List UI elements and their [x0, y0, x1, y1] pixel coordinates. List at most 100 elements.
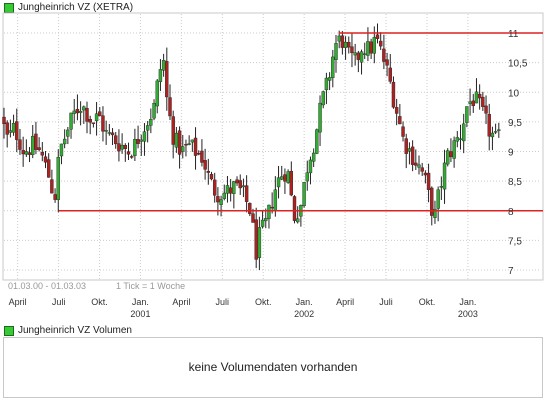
- date-range-footnote: 01.03.00 - 01.03.03: [8, 281, 86, 291]
- candle-up: [142, 131, 147, 142]
- y-tick-label: 9: [508, 148, 514, 159]
- candle-up: [260, 219, 265, 227]
- candle-up: [493, 131, 498, 133]
- y-axis-ticks: 7 7,5 8 8,5 9 9,5 10 10,5 11: [508, 29, 528, 277]
- candle-down: [369, 41, 373, 54]
- no-volume-message: keine Volumendaten vorhanden: [188, 360, 358, 374]
- candle-up: [267, 204, 271, 219]
- candle-down: [110, 132, 115, 136]
- candle-down: [254, 219, 258, 260]
- candle-up: [465, 106, 469, 123]
- candle-down: [50, 179, 54, 194]
- candle-down: [184, 144, 188, 146]
- candle-down: [75, 108, 80, 114]
- candle-up: [69, 112, 73, 130]
- candle-up: [433, 208, 437, 218]
- candle-down: [289, 170, 294, 196]
- candle-up: [133, 138, 137, 156]
- candle-down: [385, 59, 389, 66]
- candle-down: [398, 116, 402, 125]
- candle-up: [337, 35, 341, 42]
- candle-up: [59, 143, 64, 157]
- x-tick-label: Okt.: [255, 297, 272, 307]
- candle-up: [72, 110, 76, 114]
- candle-up: [219, 199, 223, 205]
- candle-up: [107, 132, 112, 134]
- x-year-label: 2003: [458, 309, 478, 319]
- candle-down: [168, 97, 172, 117]
- candle-up: [257, 227, 262, 258]
- candle-down: [423, 172, 428, 176]
- candle-up: [308, 159, 313, 174]
- candle-up: [436, 189, 440, 209]
- candle-down: [292, 196, 297, 221]
- candle-up: [446, 150, 450, 165]
- y-tick-label: 7: [508, 266, 514, 277]
- candle-up: [318, 102, 322, 133]
- candle-down: [410, 146, 415, 165]
- candle-down: [193, 137, 198, 156]
- candle-down: [53, 194, 57, 200]
- candle-down: [228, 187, 233, 194]
- candle-up: [187, 143, 191, 145]
- y-tick-label: 10: [508, 88, 520, 99]
- candle-down: [27, 152, 32, 155]
- candle-up: [324, 77, 329, 91]
- candle-up: [417, 164, 421, 168]
- candle-down: [420, 167, 424, 172]
- price-legend: Jungheinrich VZ (XETRA): [4, 2, 133, 13]
- y-tick-label: 9,5: [508, 118, 522, 129]
- candle-down: [101, 115, 105, 132]
- candle-down: [2, 116, 6, 125]
- candle-down: [91, 122, 96, 124]
- candle-up: [458, 138, 463, 140]
- candle-down: [212, 179, 217, 196]
- candle-down: [244, 185, 249, 202]
- candle-down: [5, 122, 9, 135]
- price-chart: 7 7,5 8 8,5 9 9,5 10 10,5 11 April Juli Okt. Jan. 20…: [2, 12, 544, 319]
- candle-down: [15, 121, 19, 140]
- candle-up: [439, 186, 444, 188]
- candle-down: [85, 108, 89, 122]
- candle-up: [442, 162, 447, 190]
- candle-down: [270, 206, 274, 209]
- candle-down: [391, 81, 396, 108]
- candle-down: [449, 151, 453, 158]
- candle-down: [235, 179, 239, 184]
- candle-up: [94, 113, 99, 122]
- volume-legend-label: Jungheinrich VZ Volumen: [18, 325, 132, 336]
- candle-up: [232, 181, 236, 194]
- candle-up: [343, 41, 348, 48]
- candle-up: [327, 77, 332, 81]
- x-tick-label: April: [172, 297, 190, 307]
- candle-up: [222, 192, 226, 199]
- candle-down: [414, 162, 418, 166]
- candle-up: [331, 56, 335, 78]
- candle-down: [426, 172, 431, 191]
- x-tick-label: Juli: [379, 297, 393, 307]
- candle-up: [181, 146, 185, 152]
- candle-down: [471, 100, 475, 107]
- x-tick-label: Jan.: [132, 297, 149, 307]
- candle-up: [407, 148, 412, 152]
- x-tick-label: April: [336, 297, 354, 307]
- candle-up: [302, 182, 306, 207]
- candle-down: [200, 150, 204, 163]
- candle-down: [216, 196, 220, 203]
- candle-down: [404, 138, 408, 154]
- candle-down: [123, 145, 128, 149]
- candle-up: [62, 138, 67, 145]
- volume-legend-swatch: [4, 325, 14, 336]
- candle-down: [129, 156, 134, 158]
- candle-up: [372, 37, 377, 54]
- grid: [4, 14, 541, 279]
- candle-down: [347, 42, 351, 48]
- candle-up: [104, 130, 108, 132]
- price-legend-label: Jungheinrich VZ (XETRA): [18, 2, 134, 13]
- volume-panel: keine Volumendaten vorhanden: [3, 337, 543, 398]
- candle-down: [430, 187, 434, 216]
- candle-up: [161, 60, 166, 71]
- candle-down: [382, 48, 386, 62]
- candle-up: [190, 139, 195, 143]
- candle-down: [248, 202, 252, 214]
